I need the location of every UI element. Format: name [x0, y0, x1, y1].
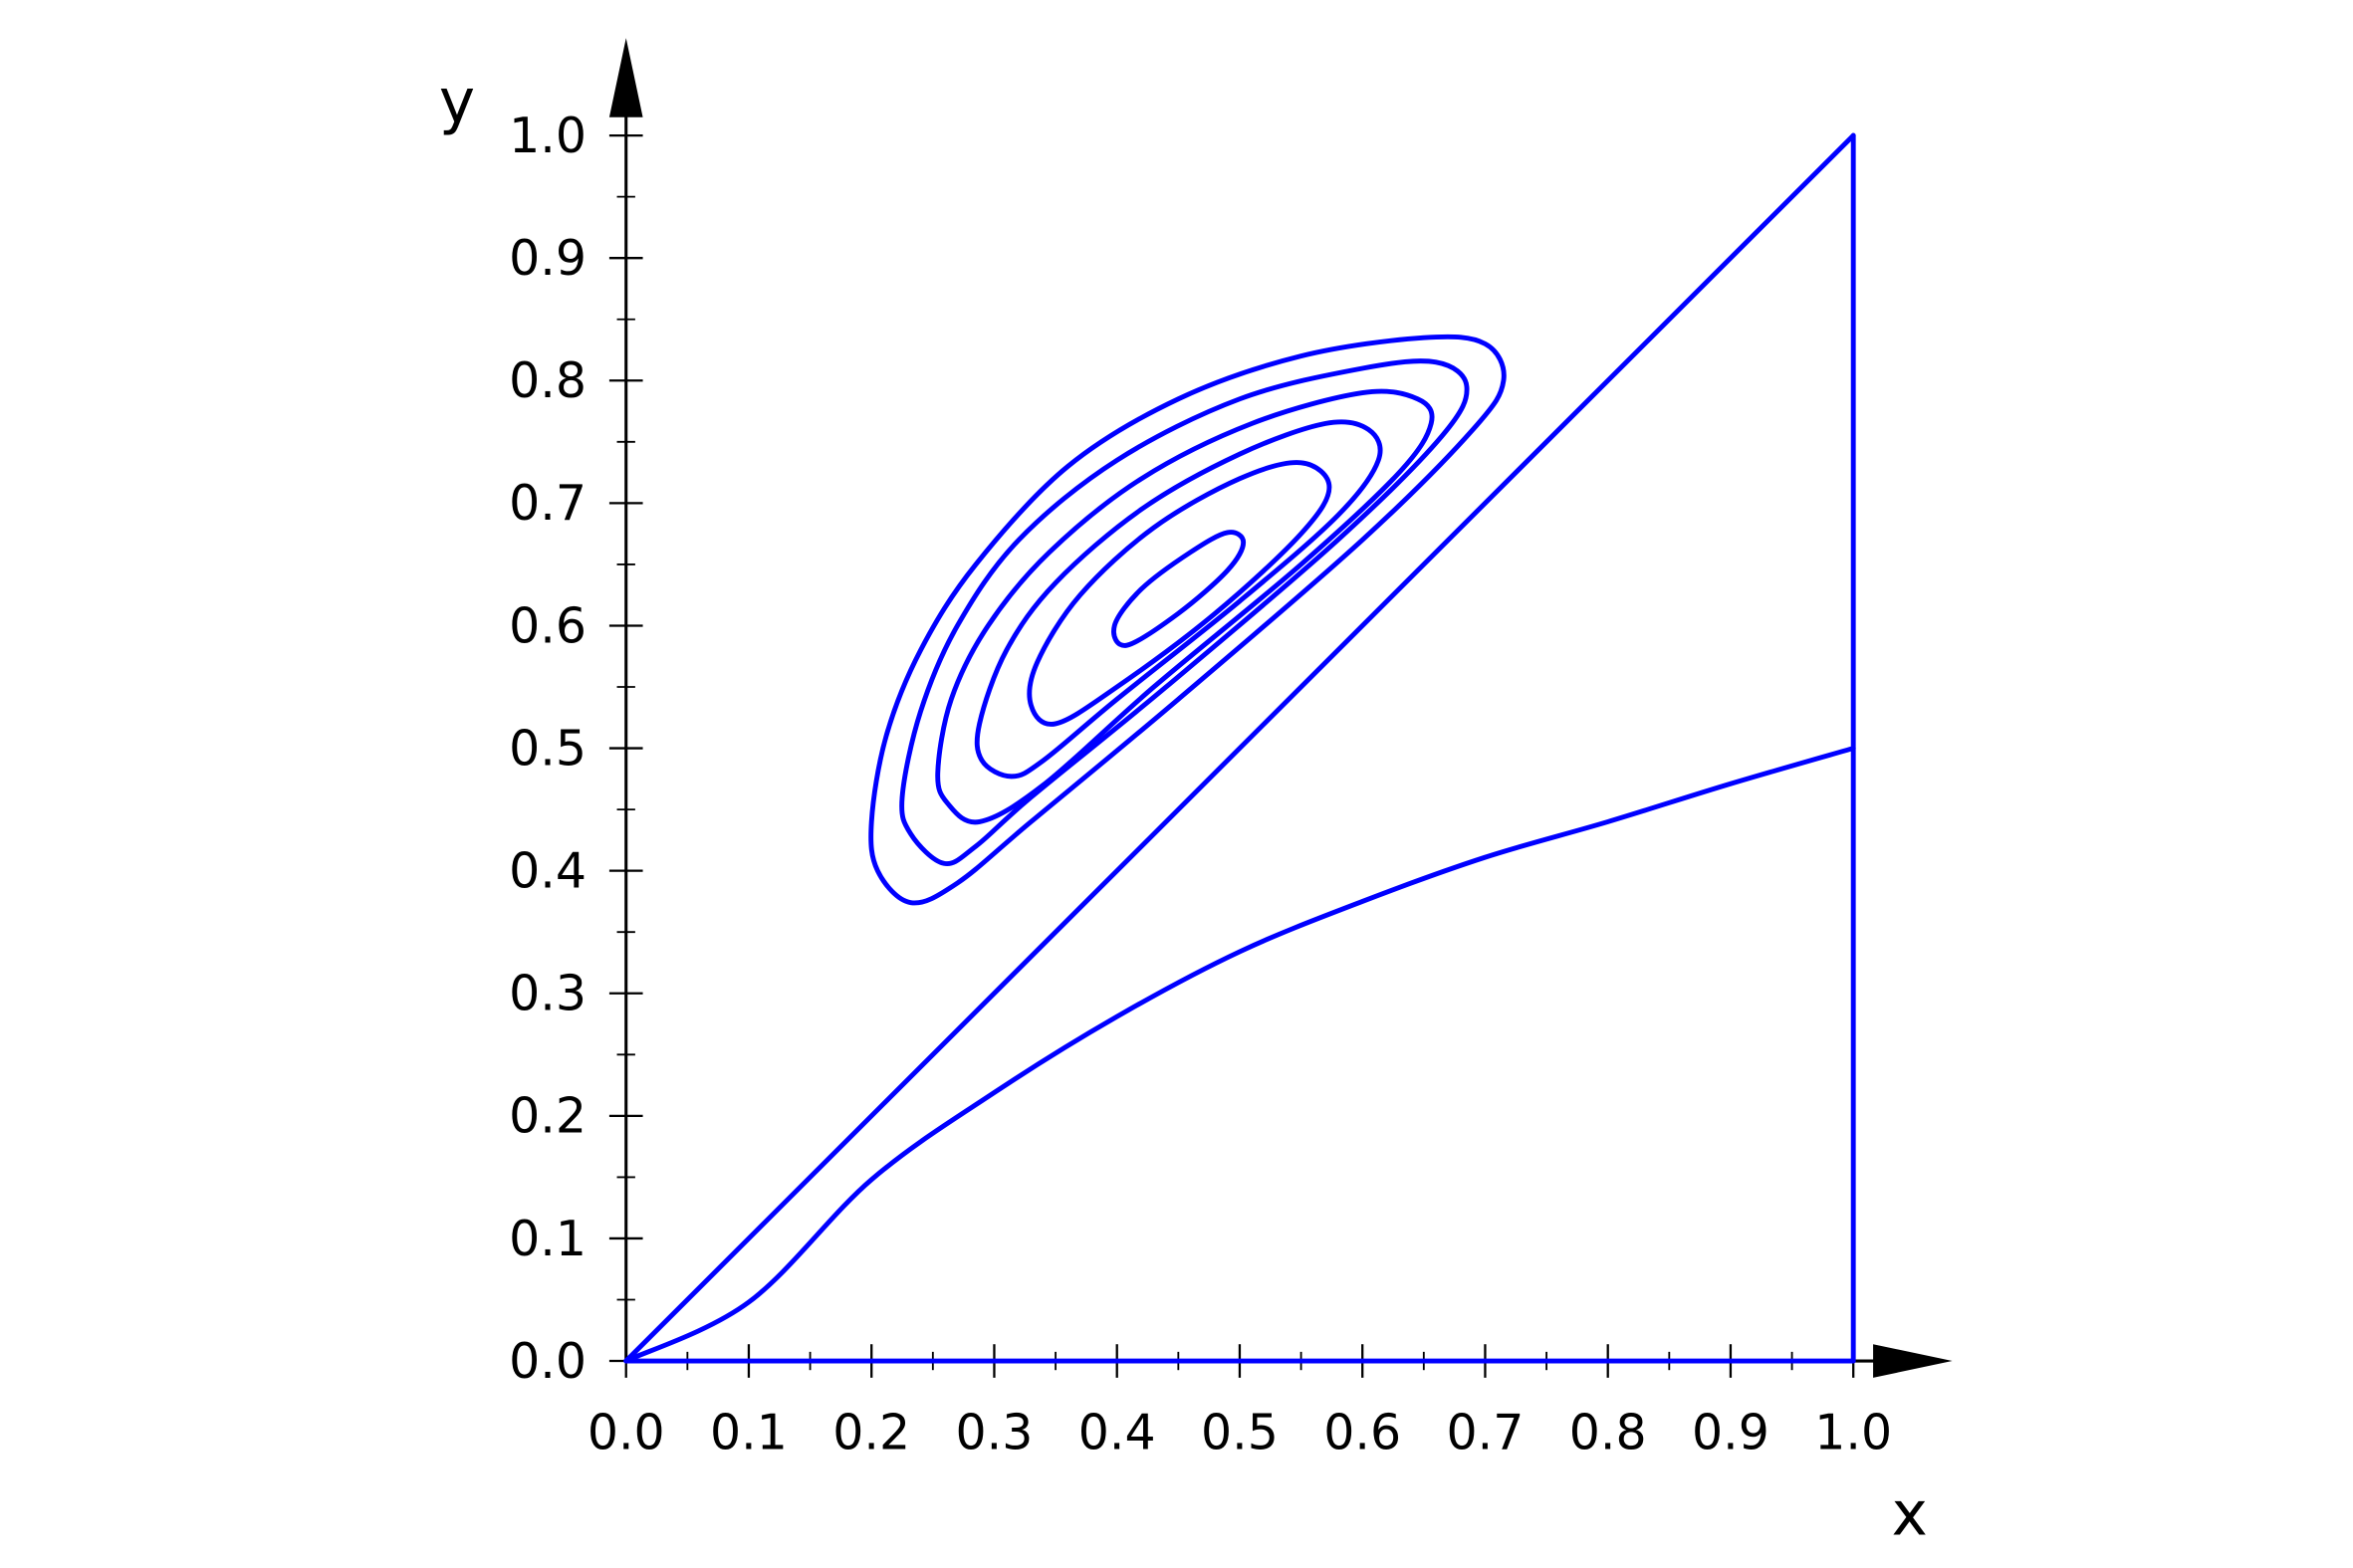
- y-tick-label: 0.3: [509, 966, 587, 1022]
- curve: [623, 746, 1856, 1364]
- y-tick-label: 0.7: [509, 475, 587, 532]
- contour-line: [935, 388, 1435, 825]
- x-axis-arrow: [1873, 1344, 1953, 1378]
- x-tick-label: 0.0: [588, 1405, 665, 1461]
- y-tick-label: 1.0: [509, 108, 587, 164]
- contour-line: [1111, 530, 1247, 648]
- x-tick-label: 0.6: [1323, 1405, 1401, 1461]
- y-axis-arrow: [608, 38, 643, 117]
- x-tick-label: 0.8: [1569, 1405, 1647, 1461]
- y-tick-label: 0.5: [509, 720, 587, 777]
- contour-line: [899, 358, 1470, 867]
- x-tick-label: 0.9: [1692, 1405, 1769, 1461]
- contour-line: [974, 419, 1383, 780]
- y-tick-label: 0.1: [509, 1211, 587, 1267]
- y-tick-label: 0.0: [509, 1333, 587, 1390]
- x-tick-label: 0.7: [1447, 1405, 1525, 1461]
- contour-line: [868, 334, 1507, 906]
- x-axis-label: x: [1892, 1478, 1928, 1549]
- y-axis-label: y: [439, 66, 475, 136]
- x-tick-label: 0.2: [832, 1405, 910, 1461]
- x-tick-label: 1.0: [1814, 1405, 1892, 1461]
- y-tick-label: 0.9: [509, 230, 587, 287]
- x-tick-label: 0.4: [1078, 1405, 1156, 1461]
- y-tick-label: 0.6: [509, 597, 587, 654]
- y-tick-label: 0.2: [509, 1088, 587, 1145]
- x-tick-label: 0.1: [710, 1405, 788, 1461]
- y-tick-label: 0.4: [509, 842, 587, 899]
- contour-line: [1027, 460, 1332, 727]
- y-tick-label: 0.8: [509, 352, 587, 409]
- x-tick-label: 0.5: [1201, 1405, 1279, 1461]
- x-tick-label: 0.3: [956, 1405, 1034, 1461]
- curve: [623, 132, 1856, 1364]
